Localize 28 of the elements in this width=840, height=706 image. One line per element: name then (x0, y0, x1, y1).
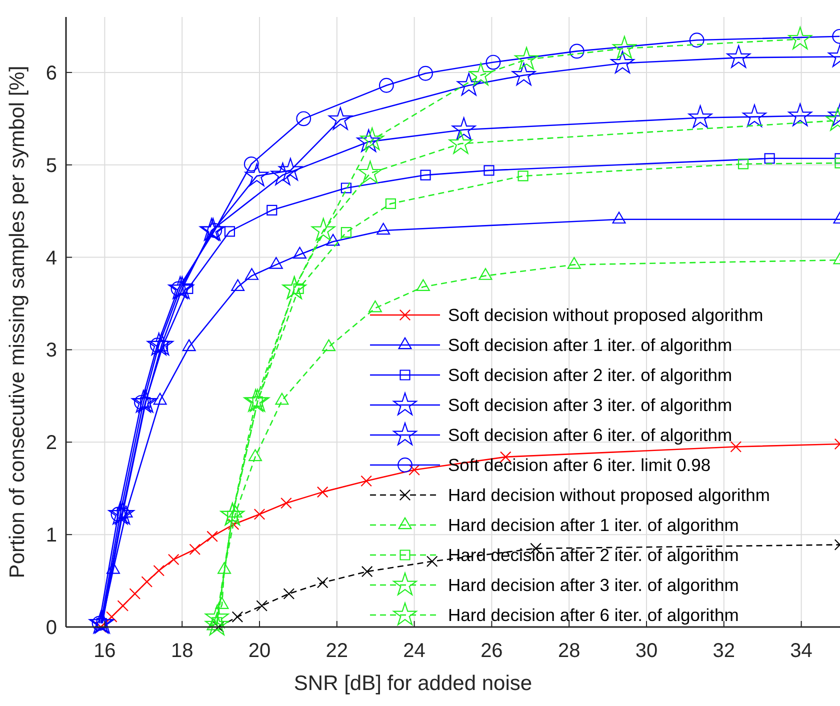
legend-label: Hard decision after 3 iter. of algorithm (448, 575, 739, 595)
x-tick-label: 32 (712, 640, 736, 662)
x-tick-label: 26 (480, 640, 503, 662)
y-tick-label: 6 (46, 62, 57, 84)
legend-label: Hard decision after 6 iter. of algorithm (448, 605, 739, 625)
legend-label: Soft decision after 6 iter. of algorithm (448, 425, 732, 445)
x-tick-label: 30 (635, 640, 658, 662)
legend-label: Soft decision without proposed algorithm (448, 305, 764, 325)
x-axis-title: SNR [dB] for added noise (294, 672, 532, 695)
x-tick-label: 16 (94, 640, 116, 662)
legend-label: Hard decision after 1 iter. of algorithm (448, 515, 739, 535)
y-tick-label: 2 (46, 432, 57, 454)
legend-label: Soft decision after 3 iter. of algorithm (448, 395, 732, 415)
x-tick-label: 24 (403, 640, 426, 662)
y-tick-label: 3 (46, 340, 57, 362)
legend-label: Soft decision after 2 iter. of algorithm (448, 365, 732, 385)
y-tick-label: 1 (46, 524, 57, 547)
legend-label: Soft decision after 1 iter. of algorithm (448, 335, 732, 355)
y-axis-title: Portion of consecutive missing samples per symbol [%] (6, 66, 29, 578)
legend-label: Hard decision without proposed algorithm (448, 485, 770, 505)
x-tick-label: 18 (170, 640, 194, 662)
x-tick-label: 20 (248, 640, 271, 662)
y-tick-label: 0 (46, 617, 57, 639)
x-tick-label: 22 (326, 640, 348, 662)
y-tick-label: 5 (46, 154, 57, 177)
y-tick-label: 4 (46, 247, 57, 270)
x-tick-label: 28 (558, 640, 580, 662)
x-tick-label: 34 (790, 640, 812, 662)
